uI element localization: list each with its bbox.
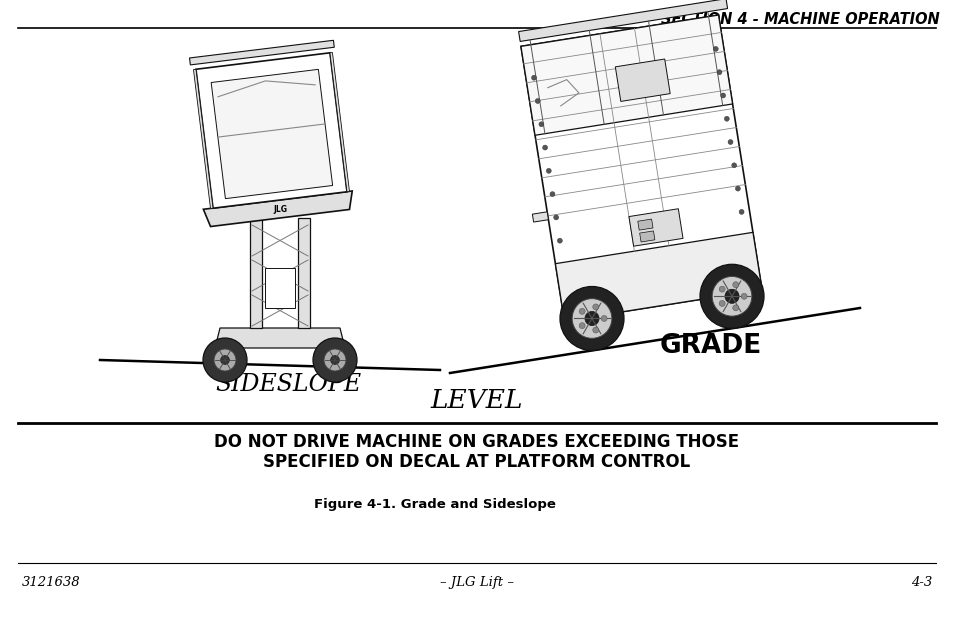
Circle shape	[724, 289, 739, 303]
Circle shape	[720, 93, 725, 98]
Circle shape	[578, 308, 584, 315]
Polygon shape	[193, 69, 213, 208]
Circle shape	[578, 323, 584, 329]
Circle shape	[549, 192, 555, 197]
Circle shape	[732, 282, 738, 288]
Circle shape	[220, 355, 229, 365]
Circle shape	[700, 265, 763, 328]
Circle shape	[553, 215, 558, 220]
Text: 3121638: 3121638	[22, 576, 81, 589]
Circle shape	[719, 286, 724, 292]
Circle shape	[727, 140, 732, 145]
Circle shape	[535, 98, 539, 103]
Circle shape	[711, 276, 751, 316]
FancyBboxPatch shape	[264, 268, 295, 308]
Circle shape	[546, 168, 551, 173]
Polygon shape	[297, 218, 310, 328]
Circle shape	[739, 210, 743, 214]
Polygon shape	[214, 328, 345, 348]
Circle shape	[719, 300, 724, 307]
Polygon shape	[330, 53, 349, 192]
Text: DO NOT DRIVE MACHINE ON GRADES EXCEEDING THOSE: DO NOT DRIVE MACHINE ON GRADES EXCEEDING…	[214, 433, 739, 451]
Circle shape	[531, 75, 536, 80]
Circle shape	[600, 315, 606, 321]
Text: SIDESLOPE: SIDESLOPE	[214, 373, 361, 396]
Circle shape	[732, 305, 738, 311]
Circle shape	[557, 238, 561, 243]
Circle shape	[324, 349, 346, 371]
Polygon shape	[532, 212, 548, 222]
Text: – JLG Lift –: – JLG Lift –	[439, 576, 514, 589]
Polygon shape	[628, 209, 682, 246]
Text: 4-3: 4-3	[910, 576, 931, 589]
Text: JLG: JLG	[273, 205, 287, 213]
Circle shape	[731, 163, 736, 168]
Circle shape	[203, 338, 247, 382]
Polygon shape	[520, 15, 732, 135]
Circle shape	[740, 294, 746, 299]
Circle shape	[572, 298, 611, 338]
Circle shape	[331, 355, 339, 365]
Polygon shape	[190, 40, 334, 65]
Circle shape	[723, 116, 728, 121]
Polygon shape	[639, 231, 654, 242]
Polygon shape	[203, 191, 352, 227]
Circle shape	[542, 145, 547, 150]
Text: GRADE: GRADE	[659, 333, 761, 359]
Polygon shape	[638, 219, 653, 230]
Text: SPECIFIED ON DECAL AT PLATFORM CONTROL: SPECIFIED ON DECAL AT PLATFORM CONTROL	[263, 453, 690, 471]
Text: SECTION 4 - MACHINE OPERATION: SECTION 4 - MACHINE OPERATION	[660, 12, 939, 27]
Polygon shape	[615, 59, 670, 101]
Circle shape	[559, 287, 623, 350]
Circle shape	[717, 70, 721, 75]
Circle shape	[735, 186, 740, 191]
Polygon shape	[520, 15, 761, 321]
Circle shape	[538, 122, 543, 127]
Polygon shape	[518, 0, 727, 41]
Polygon shape	[250, 218, 262, 328]
Circle shape	[213, 349, 235, 371]
Circle shape	[592, 327, 598, 333]
Polygon shape	[555, 232, 761, 321]
Text: LEVEL: LEVEL	[431, 388, 522, 413]
Circle shape	[592, 304, 598, 310]
Polygon shape	[211, 69, 333, 198]
Circle shape	[713, 46, 718, 51]
Circle shape	[313, 338, 356, 382]
Polygon shape	[195, 53, 347, 208]
Circle shape	[584, 311, 598, 326]
Text: Figure 4-1. Grade and Sideslope: Figure 4-1. Grade and Sideslope	[314, 498, 556, 511]
